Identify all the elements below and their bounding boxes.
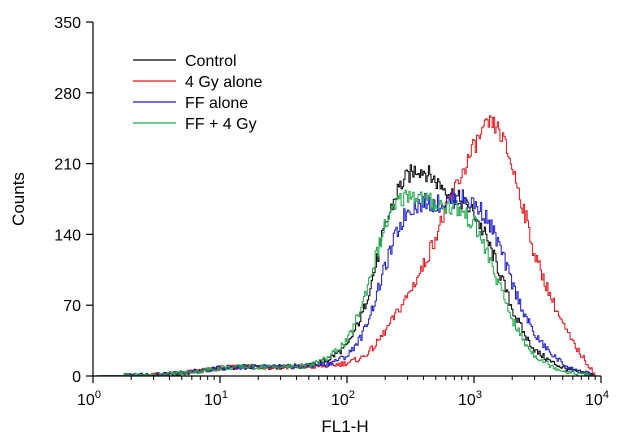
legend-label-2: FF alone: [185, 95, 248, 112]
y-tick-label-0: 0: [72, 369, 81, 386]
x-tick-label-2: 102: [331, 389, 355, 409]
legend-label-0: Control: [185, 53, 237, 70]
y-tick-label-3: 210: [54, 157, 81, 174]
series-line-0: [93, 164, 596, 377]
y-tick-label-2: 140: [54, 227, 81, 244]
legend: Control 4 Gy alone FF alone FF + 4 Gy: [133, 53, 262, 133]
plot-area: [93, 115, 596, 377]
legend-label-1: 4 Gy alone: [185, 74, 262, 91]
y-axis-title: Counts: [9, 172, 28, 226]
series-line-3: [93, 189, 596, 377]
series-line-1: [93, 115, 596, 377]
legend-label-3: FF + 4 Gy: [185, 116, 257, 133]
y-tick-label-1: 70: [63, 298, 81, 315]
y-tick-label-4: 280: [54, 86, 81, 103]
x-tick-label-3: 103: [458, 389, 482, 409]
x-tick-label-1: 101: [204, 389, 228, 409]
x-tick-label-0: 100: [77, 389, 101, 409]
x-tick-label-4: 104: [585, 389, 609, 409]
axes: 0 70 140 210 280 350 100 101 102 103 104: [54, 15, 609, 409]
y-tick-label-5: 350: [54, 15, 81, 32]
x-axis-title: FL1-H: [321, 417, 368, 436]
